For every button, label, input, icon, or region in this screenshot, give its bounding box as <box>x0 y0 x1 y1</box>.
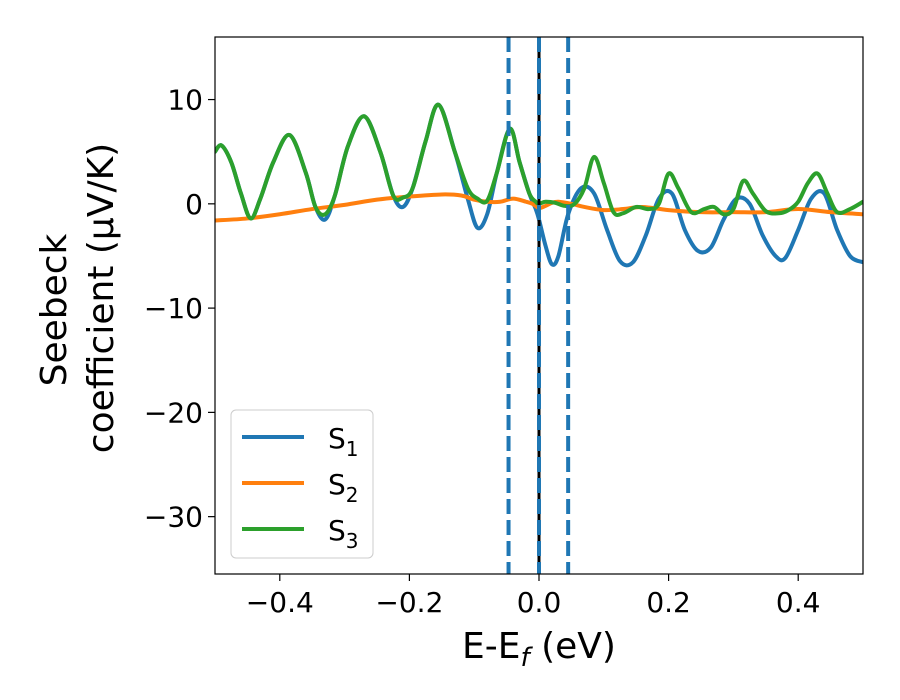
y-tick-label: 0 <box>185 188 203 221</box>
y-axis-label-line2: coefficient (μV/K) <box>81 143 122 453</box>
series-line-3 <box>215 102 863 221</box>
x-tick-label: 0.4 <box>776 586 821 619</box>
x-axis-ticks: −0.4 −0.2 0.0 0.2 0.4 <box>246 574 821 619</box>
vertical-lines <box>506 37 571 574</box>
legend-label-3: S3 <box>328 514 359 553</box>
legend-label-1: S1 <box>328 422 359 461</box>
y-axis-ticks: 10 0 −10 −20 −30 <box>144 84 215 534</box>
x-axis-label: E-Ef (eV) <box>462 626 616 673</box>
x-tick-label: −0.4 <box>246 586 314 619</box>
legend: S1 S2 S3 <box>230 409 374 559</box>
legend-label-2: S2 <box>328 468 359 507</box>
y-tick-label: 10 <box>167 84 203 117</box>
y-tick-label: −10 <box>144 292 203 325</box>
y-axis-label-line1: Seebeck <box>34 233 75 386</box>
y-tick-label: −30 <box>144 501 203 534</box>
x-tick-label: −0.2 <box>375 586 443 619</box>
x-tick-label: 0.2 <box>646 586 691 619</box>
y-tick-label: −20 <box>144 396 203 429</box>
x-tick-label: 0.0 <box>517 586 562 619</box>
